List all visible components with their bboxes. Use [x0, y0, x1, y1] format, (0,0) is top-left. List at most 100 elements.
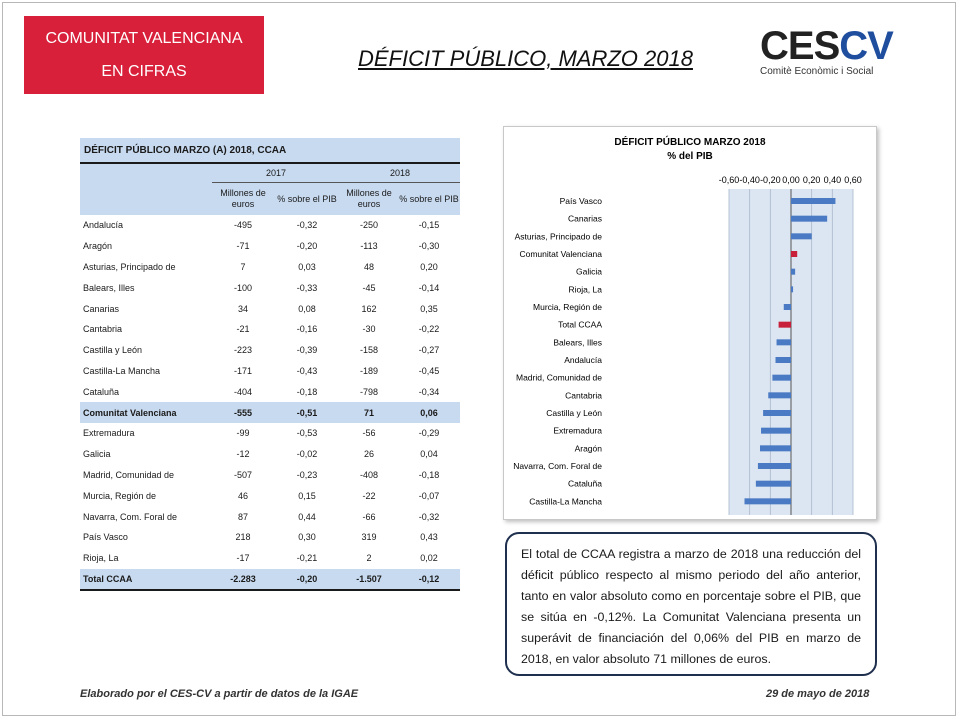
deficit-table: DÉFICIT PÚBLICO MARZO (A) 2018, CCAA 201…: [80, 138, 460, 592]
table-row: Castilla y León -223 -0,39 -158 -0,27: [80, 340, 460, 361]
summary-text: El total de CCAA registra a marzo de 201…: [505, 532, 877, 676]
badge-line-1: COMUNITAT VALENCIANA: [45, 29, 243, 47]
year-header-2017: 2017: [212, 163, 340, 183]
region-badge: COMUNITAT VALENCIANA EN CIFRAS: [24, 16, 264, 94]
table-row: Cataluña -404 -0,18 -798 -0,34: [80, 381, 460, 402]
table-cell-region: Galicia: [83, 449, 111, 460]
chart-bar: [791, 215, 828, 222]
table-cell-value: -21: [236, 324, 250, 335]
table-cell-value: -495: [233, 220, 252, 231]
table-row: Castilla-La Mancha -171 -0,43 -189 -0,45: [80, 361, 460, 382]
subheader-spacer: [80, 182, 212, 215]
deficit-table-wrap: DÉFICIT PÚBLICO MARZO (A) 2018, CCAA 201…: [80, 138, 460, 592]
subheader-millones-2017: Millones de euros: [212, 182, 274, 215]
table-cell-region: Castilla y León: [83, 345, 143, 356]
table-cell-value: -0,18: [296, 386, 318, 397]
table-cell-value: -0,29: [418, 428, 440, 439]
table-cell-value: -0,33: [296, 282, 318, 293]
table-cell-value: -0,34: [418, 386, 440, 397]
table-cell-value: -404: [233, 386, 252, 397]
table-cell-region: Andalucía: [83, 220, 124, 231]
footer-source: Elaborado por el CES-CV a partir de dato…: [80, 688, 359, 700]
x-tick-label: -0,40: [739, 175, 760, 185]
logo-mark-right: CV: [839, 24, 894, 68]
table-cell-region: Extremadura: [83, 428, 135, 439]
table-cell-region: Asturias, Principado de: [83, 261, 176, 272]
table-cell-value: -66: [362, 511, 376, 522]
table-cell-region: Navarra, Com. Foral de: [83, 511, 178, 522]
subheader-millones-2018: Millones de euros: [340, 182, 398, 215]
table-cell-value: 2: [366, 553, 372, 564]
table-cell-region: País Vasco: [83, 532, 128, 543]
table-cell-value: -0,53: [296, 428, 318, 439]
y-category-label: Cantabria: [565, 390, 602, 400]
table-year-row: 2017 2018: [80, 163, 460, 183]
deficit-chart-svg: DÉFICIT PÚBLICO MARZO 2018 % del PIB -0,…: [513, 135, 862, 515]
table-cell-value: 34: [237, 303, 248, 314]
table-cell-value: -71: [236, 241, 250, 252]
x-tick-label: 0,40: [824, 175, 842, 185]
y-category-label: Cataluña: [568, 479, 602, 489]
table-cell-value: -798: [359, 386, 378, 397]
table-cell-value: -0,02: [296, 449, 318, 460]
table-cell-region: Murcia, Región de: [83, 490, 157, 501]
table-cell-value: -0,14: [418, 282, 440, 293]
table-cell-value: -189: [359, 365, 378, 376]
table-cell-value: -507: [233, 469, 252, 480]
chart-bar: [760, 445, 791, 452]
chart-bar: [768, 392, 791, 399]
table-cell-value: -0,32: [418, 511, 440, 522]
table-cell-value: -223: [233, 345, 252, 356]
table-cell-value: -1.507: [340, 568, 398, 592]
table-cell-value: -0,18: [418, 469, 440, 480]
table-cell-value: 26: [363, 449, 374, 460]
table-cell-region: Aragón: [83, 241, 113, 252]
badge-line-2: EN CIFRAS: [101, 62, 187, 80]
page-title: DÉFICIT PÚBLICO, MARZO 2018: [358, 46, 693, 71]
chart-bar: [778, 321, 791, 328]
y-category-label: Castilla-La Mancha: [529, 496, 602, 506]
table-row: Total CCAA -2.283 -0,20 -1.507 -0,12: [80, 568, 460, 592]
table-cell-value: 0,43: [420, 532, 438, 543]
table-cell-region: Cataluña: [83, 386, 120, 397]
table-cell-value: -99: [236, 428, 250, 439]
chart-bar: [776, 339, 791, 346]
table-cell-value: -555: [212, 402, 274, 423]
table-cell-value: -0,27: [418, 345, 440, 356]
table-cell-value: 0,15: [298, 490, 316, 501]
table-cell-value: -113: [360, 241, 378, 252]
logo-mark: CESCV: [760, 26, 900, 66]
table-row: País Vasco 218 0,30 319 0,43: [80, 527, 460, 548]
y-category-label: Balears, Illes: [553, 337, 602, 347]
y-category-label: Rioja, La: [568, 284, 602, 294]
table-cell-value: 0,35: [420, 303, 438, 314]
year-header-spacer: [80, 163, 212, 183]
x-tick-label: -0,20: [760, 175, 781, 185]
table-cell-value: -22: [362, 490, 376, 501]
x-tick-label: 0,20: [803, 175, 821, 185]
table-cell-region: Castilla-La Mancha: [83, 365, 161, 376]
table-cell-value: -0,21: [296, 553, 318, 564]
table-title: DÉFICIT PÚBLICO MARZO (A) 2018, CCAA: [80, 138, 460, 164]
table-row: Aragón -71 -0,20 -113 -0,30: [80, 236, 460, 257]
chart-bar: [772, 374, 791, 381]
table-cell-value: -0,43: [296, 365, 318, 376]
y-category-label: Galicia: [576, 267, 602, 277]
y-category-label: Castilla y León: [546, 408, 602, 418]
y-category-label: Canarias: [568, 214, 602, 224]
y-category-label: Navarra, Com. Foral de: [513, 461, 602, 471]
table-cell-value: -0,15: [418, 220, 440, 231]
chart-subtitle: % del PIB: [667, 151, 713, 162]
y-category-label: Andalucía: [564, 355, 602, 365]
y-category-label: Murcia, Región de: [533, 302, 602, 312]
table-row: Galicia -12 -0,02 26 0,04: [80, 444, 460, 465]
table-cell-value: 48: [363, 261, 374, 272]
y-category-label: Aragón: [575, 443, 603, 453]
table-cell-value: -171: [233, 365, 252, 376]
table-row: Asturias, Principado de 7 0,03 48 0,20: [80, 257, 460, 278]
chart-bar: [763, 410, 791, 416]
table-row: Extremadura -99 -0,53 -56 -0,29: [80, 423, 460, 444]
chart-bar: [783, 304, 791, 310]
table-title-row: DÉFICIT PÚBLICO MARZO (A) 2018, CCAA: [80, 138, 460, 164]
